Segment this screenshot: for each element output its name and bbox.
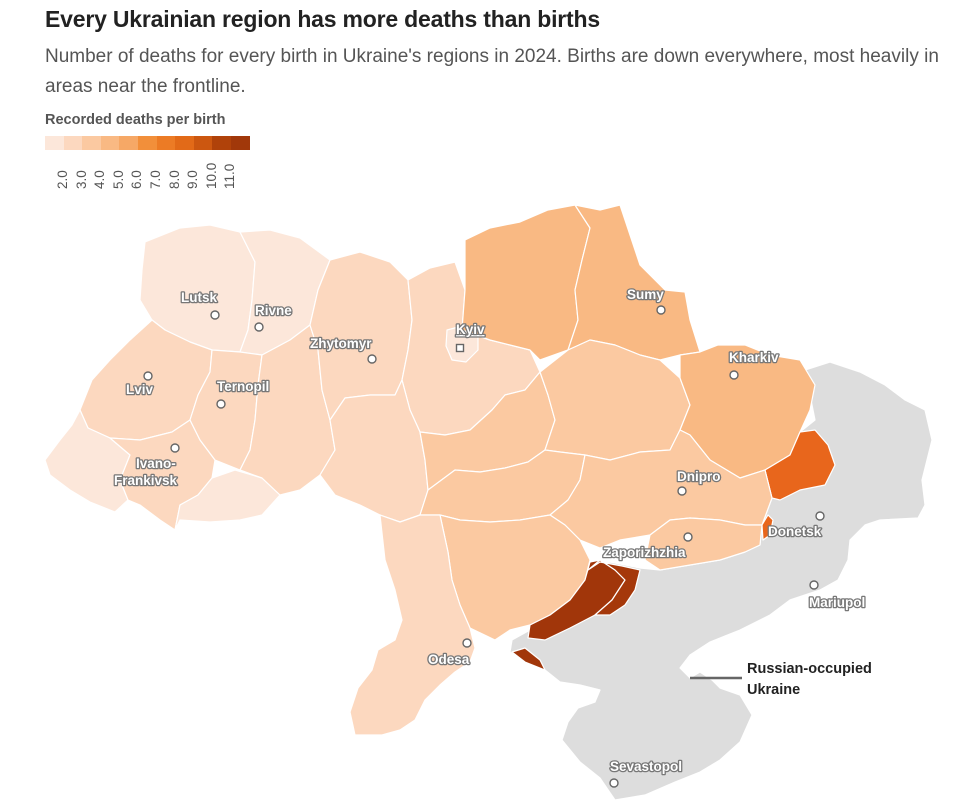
- legend-swatch: [119, 136, 138, 150]
- city-label: Rivne: [255, 303, 292, 318]
- city-ternopil: Ternopil: [216, 378, 271, 409]
- region-chernivtsi: [174, 469, 281, 531]
- legend-title: Recorded deaths per birth: [45, 112, 226, 128]
- city-kharkiv: Kharkiv: [728, 349, 780, 380]
- city-label: Sevastopol: [610, 759, 682, 774]
- legend-swatch: [231, 136, 250, 150]
- region-kinburn: [511, 647, 546, 671]
- city-label: Kyiv: [456, 322, 485, 337]
- city-dot: [809, 580, 819, 590]
- city-dot: [462, 638, 472, 648]
- city-label: Ivano-: [136, 456, 176, 471]
- legend-swatch: [138, 136, 157, 150]
- city-odesa: Odesa: [427, 638, 472, 668]
- color-legend: 2.0 3.0 4.0 5.0 6.0 7.0 8.0 9.0 10.0 11.…: [45, 136, 250, 189]
- city-zaporizhzhia: Zaporizhzhia: [602, 532, 693, 561]
- city-label: Ternopil: [217, 379, 269, 394]
- city-dot: [609, 778, 619, 788]
- city-rivne: Rivne: [254, 302, 294, 332]
- occupied-annotation-line2: Ukraine: [747, 682, 800, 698]
- city-label: Kharkiv: [729, 350, 779, 365]
- city-label: Lutsk: [181, 290, 217, 305]
- city-dot: [367, 354, 377, 364]
- city-label: Dnipro: [677, 469, 721, 484]
- city-kyiv: Kyiv: [455, 321, 486, 353]
- city-dot: [677, 486, 687, 496]
- chart-subtitle: Number of deaths for every birth in Ukra…: [45, 46, 939, 97]
- city-dot: [170, 443, 180, 453]
- legend-swatch: [63, 136, 83, 150]
- region-donetsk: [761, 514, 774, 541]
- city-sevastopol: Sevastopol: [609, 758, 683, 788]
- city-lviv: Lviv: [125, 371, 155, 398]
- region-zaporizhzhia-north: [644, 517, 763, 571]
- city-dot: [815, 511, 825, 521]
- city-label: Zhytomyr: [310, 336, 372, 351]
- region-zaporizhzhia-frontline: [587, 559, 641, 616]
- legend-swatch: [193, 136, 213, 150]
- city-label: Odesa: [428, 652, 470, 667]
- city-dot: [729, 370, 739, 380]
- city-dot: [143, 371, 153, 381]
- region-luhansk: [764, 429, 836, 501]
- legend-swatch: [100, 136, 120, 150]
- city-label: Lviv: [126, 382, 154, 397]
- region-odesa: [349, 514, 476, 736]
- city-lutsk: Lutsk: [180, 289, 220, 320]
- city-zhytomyr: Zhytomyr: [309, 335, 377, 364]
- occupied-annotation-line1: Russian-occupied: [747, 661, 872, 677]
- chart-title: Every Ukrainian region has more deaths t…: [45, 6, 600, 32]
- city-ivano-frankivsk: Ivano- Frankivsk: [113, 443, 180, 489]
- city-sumy: Sumy: [626, 286, 666, 315]
- city-donetsk: Donetsk: [767, 511, 825, 540]
- legend-swatch: [212, 136, 231, 150]
- city-label: Zaporizhzhia: [603, 545, 686, 560]
- legend-swatch: [175, 136, 194, 150]
- city-mariupol: Mariupol: [808, 580, 867, 611]
- city-dot: [210, 310, 220, 320]
- city-label: Donetsk: [768, 524, 822, 539]
- legend-swatch: [45, 136, 64, 150]
- city-label: Mariupol: [809, 595, 865, 610]
- city-dot: [683, 532, 693, 542]
- city-dot: [216, 399, 226, 409]
- city-dot: [656, 305, 666, 315]
- city-dnipro: Dnipro: [676, 468, 722, 496]
- capital-marker: [455, 343, 465, 353]
- city-label: Sumy: [627, 287, 664, 302]
- city-label: Frankivsk: [114, 473, 178, 488]
- city-dot: [254, 322, 264, 332]
- region-sumy: [567, 204, 701, 361]
- legend-swatch: [82, 136, 101, 150]
- legend-swatch: [156, 136, 176, 150]
